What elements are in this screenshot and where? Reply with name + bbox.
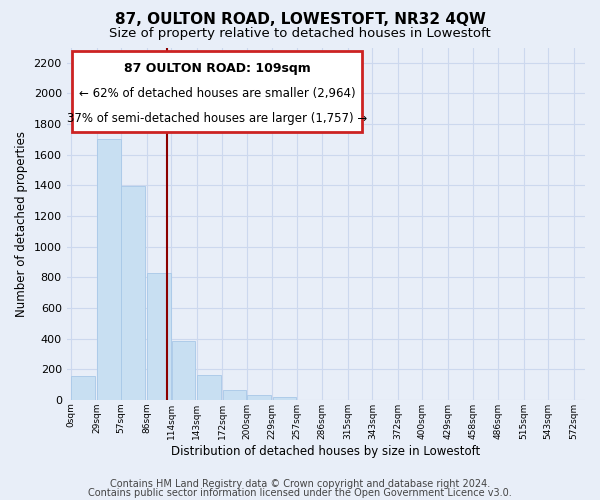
FancyBboxPatch shape xyxy=(72,51,362,132)
Text: 87, OULTON ROAD, LOWESTOFT, NR32 4QW: 87, OULTON ROAD, LOWESTOFT, NR32 4QW xyxy=(115,12,485,28)
Y-axis label: Number of detached properties: Number of detached properties xyxy=(15,130,28,316)
Text: Contains HM Land Registry data © Crown copyright and database right 2024.: Contains HM Land Registry data © Crown c… xyxy=(110,479,490,489)
Bar xyxy=(272,396,296,400)
Bar xyxy=(147,274,171,400)
Bar xyxy=(247,395,271,400)
Bar xyxy=(71,376,95,400)
Text: Contains public sector information licensed under the Open Government Licence v3: Contains public sector information licen… xyxy=(88,488,512,498)
Bar xyxy=(172,341,196,400)
Text: ← 62% of detached houses are smaller (2,964): ← 62% of detached houses are smaller (2,… xyxy=(79,88,355,101)
Bar xyxy=(97,140,121,400)
Bar xyxy=(121,186,145,400)
Bar xyxy=(197,374,221,400)
Bar xyxy=(223,390,247,400)
X-axis label: Distribution of detached houses by size in Lowestoft: Distribution of detached houses by size … xyxy=(171,444,481,458)
Text: Size of property relative to detached houses in Lowestoft: Size of property relative to detached ho… xyxy=(109,28,491,40)
Text: 87 OULTON ROAD: 109sqm: 87 OULTON ROAD: 109sqm xyxy=(124,62,310,76)
Text: 37% of semi-detached houses are larger (1,757) →: 37% of semi-detached houses are larger (… xyxy=(67,112,367,125)
